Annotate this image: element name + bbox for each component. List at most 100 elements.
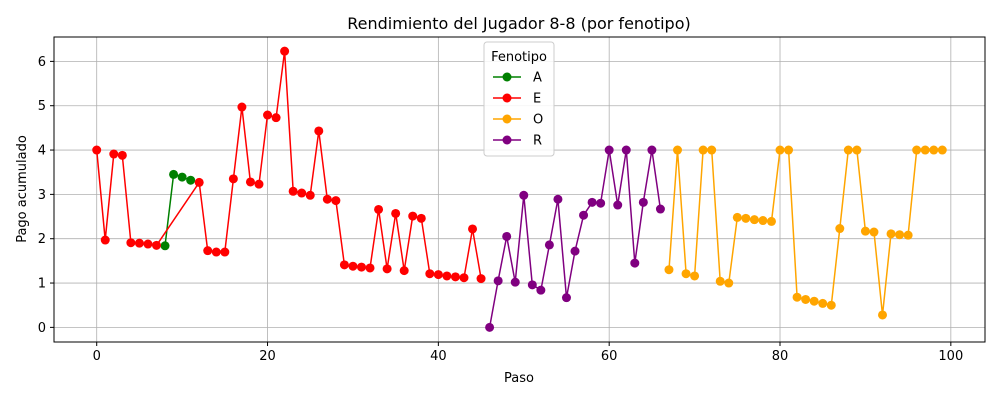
data-point — [912, 145, 922, 155]
series-R — [485, 145, 665, 332]
data-point — [280, 46, 290, 56]
data-point — [117, 150, 127, 160]
data-point — [459, 273, 469, 283]
data-point — [211, 247, 221, 257]
data-point — [382, 264, 392, 274]
y-tick-label: 1 — [38, 277, 46, 292]
data-point — [835, 224, 845, 234]
y-tick-label: 3 — [38, 188, 46, 203]
series-layer — [92, 46, 947, 332]
y-tick-label: 6 — [38, 55, 46, 70]
data-point — [647, 145, 657, 155]
y-tick-label: 5 — [38, 99, 46, 114]
data-point — [929, 145, 939, 155]
data-point — [579, 210, 589, 220]
data-point — [288, 186, 298, 196]
data-point — [314, 126, 324, 136]
data-point — [715, 276, 725, 286]
series-E — [92, 46, 486, 284]
data-point — [527, 280, 537, 290]
legend-swatch-marker — [502, 93, 512, 103]
data-point — [561, 293, 571, 303]
data-point — [194, 177, 204, 187]
data-point — [263, 110, 273, 120]
legend-item-R: R — [493, 134, 542, 149]
legend-label: E — [533, 92, 541, 107]
data-point — [271, 113, 281, 123]
data-point — [408, 211, 418, 221]
data-point — [664, 265, 674, 275]
series-line — [164, 173, 191, 246]
data-point — [920, 145, 930, 155]
data-point — [416, 213, 426, 223]
x-tick-label: 60 — [601, 349, 618, 364]
data-point — [843, 145, 853, 155]
legend-item-O: O — [493, 113, 543, 128]
x-axis-label: Paso — [504, 371, 534, 386]
data-point — [707, 145, 717, 155]
data-point — [801, 294, 811, 304]
data-point — [724, 278, 734, 288]
data-point — [468, 224, 478, 234]
data-point — [536, 285, 546, 295]
data-point — [903, 230, 913, 240]
data-point — [766, 216, 776, 226]
data-point — [485, 322, 495, 332]
data-point — [203, 246, 213, 256]
data-point — [502, 231, 512, 241]
y-tick-label: 0 — [38, 321, 46, 336]
data-point — [587, 197, 597, 207]
data-point — [852, 145, 862, 155]
data-point — [442, 271, 452, 281]
data-point — [297, 188, 307, 198]
data-point — [826, 300, 836, 310]
y-tick-label: 4 — [38, 144, 46, 159]
data-point — [937, 145, 947, 155]
data-point — [493, 276, 503, 286]
data-point — [698, 145, 708, 155]
data-point — [126, 238, 136, 248]
data-point — [450, 272, 460, 282]
data-point — [254, 179, 264, 189]
data-point — [220, 247, 230, 257]
x-tick-label: 0 — [93, 349, 101, 364]
legend-label: A — [533, 71, 542, 86]
chart-title: Rendimiento del Jugador 8-8 (por fenotip… — [347, 14, 691, 33]
data-point — [638, 197, 648, 207]
legend-label: R — [533, 134, 542, 149]
data-point — [305, 190, 315, 200]
data-point — [784, 145, 794, 155]
legend-swatch-marker — [502, 135, 512, 145]
y-axis: 0 1 2 3 4 5 6 — [38, 55, 54, 336]
data-point — [425, 269, 435, 279]
data-point — [553, 194, 563, 204]
data-point — [613, 200, 623, 210]
legend-label: O — [533, 113, 543, 128]
data-point — [92, 145, 102, 155]
data-point — [886, 229, 896, 239]
data-point — [741, 213, 751, 223]
data-point — [690, 271, 700, 281]
y-axis-label: Pago acumulado — [15, 135, 30, 243]
x-axis: 0 20 40 60 80 100 — [93, 342, 963, 364]
x-tick-label: 100 — [938, 349, 963, 364]
legend-item-A: A — [493, 71, 542, 86]
data-point — [792, 292, 802, 302]
data-point — [160, 241, 170, 251]
data-point — [621, 145, 631, 155]
data-point — [228, 174, 238, 184]
x-tick-label: 80 — [772, 349, 789, 364]
data-point — [100, 235, 110, 245]
data-point — [732, 212, 742, 222]
plot-frame — [53, 36, 986, 343]
data-point — [339, 260, 349, 270]
data-point — [245, 177, 255, 187]
data-point — [519, 190, 529, 200]
series-A — [160, 169, 196, 251]
data-point — [758, 216, 768, 226]
data-point — [391, 208, 401, 218]
data-point — [186, 175, 196, 185]
series-O — [664, 145, 947, 320]
